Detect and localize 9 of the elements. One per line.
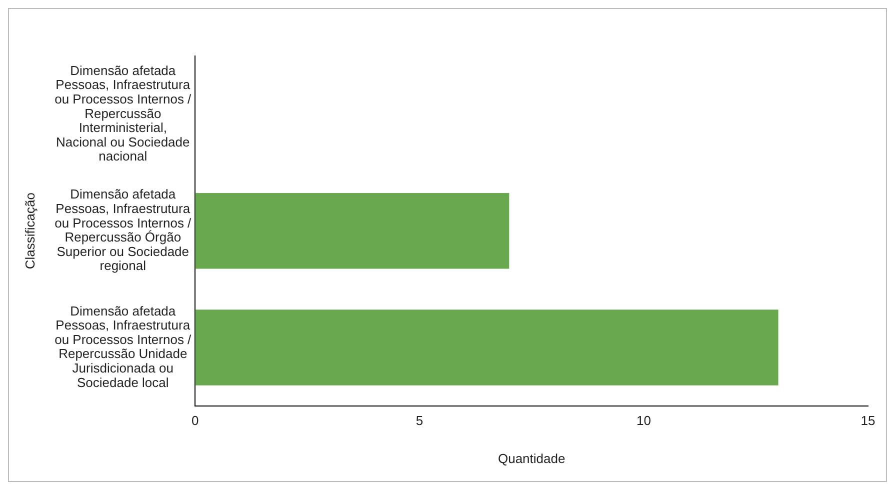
x-tick-label: 5 [416, 413, 424, 428]
x-tick-label: 10 [636, 413, 651, 428]
x-tick-label: 15 [860, 413, 876, 428]
y-tick-label: Dimensão afetada Pessoas, Infraestrutura ou Processos Internos / Repercussão Interministerial, Nacional ou Sociedade nacional [54, 62, 192, 164]
x-axis-title: Quantidade [498, 450, 566, 466]
x-tick-label: 0 [192, 413, 199, 428]
y-tick-label: Dimensão afetada Pessoas, Infraestrutura ou Processos Internos / Repercussão Unidade Jurisdicionada ou Sociedade local [54, 303, 192, 390]
y-axis-title: Classificação [22, 192, 38, 270]
y-tick-label: Dimensão afetada Pessoas, Infraestrutura ou Processos Internos / Repercussão Órgão Superior ou Sociedade regional [54, 186, 192, 274]
